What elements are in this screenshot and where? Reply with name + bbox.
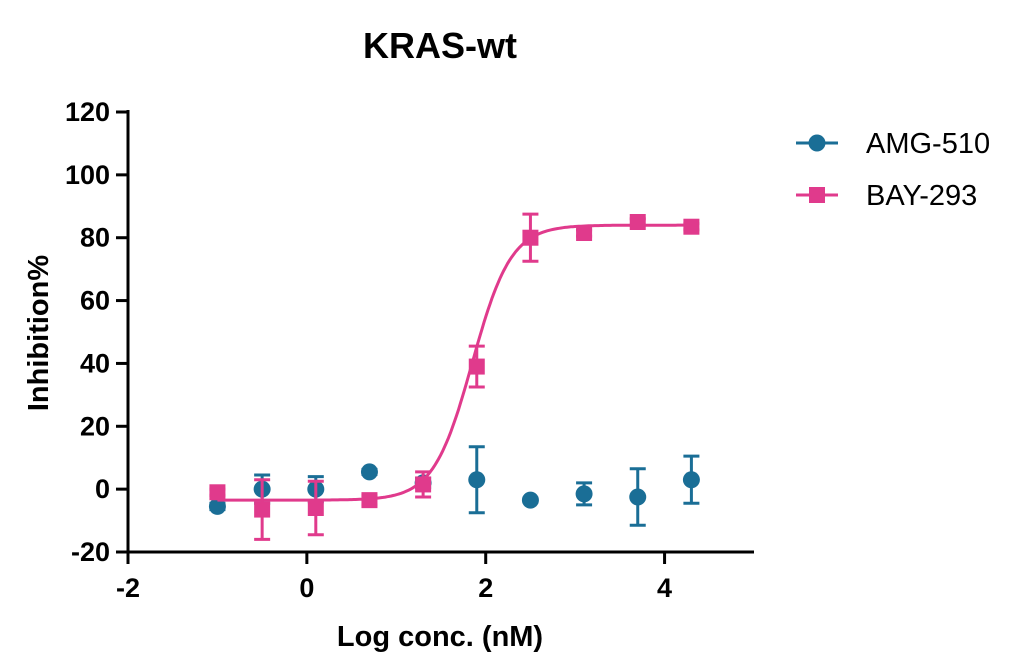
y-tick-label: 100 xyxy=(65,160,110,190)
legend-marker xyxy=(809,187,825,203)
data-point xyxy=(307,500,324,516)
data-point xyxy=(521,491,539,509)
data-point xyxy=(208,497,226,515)
data-point xyxy=(415,476,432,493)
y-tick-label: 60 xyxy=(80,286,110,316)
data-point xyxy=(254,501,271,518)
legend-item-amg-510: AMG-510 xyxy=(796,128,990,160)
data-point xyxy=(468,358,485,375)
data-point xyxy=(361,492,378,509)
y-tick-label: 80 xyxy=(80,223,110,253)
data-point xyxy=(576,225,593,241)
data-point xyxy=(683,218,700,235)
data-point xyxy=(522,229,539,246)
data-point xyxy=(360,463,378,481)
chart-title: KRAS-wt xyxy=(363,25,517,66)
data-point xyxy=(629,488,647,506)
x-tick-label: 2 xyxy=(478,573,493,603)
legend-label: AMG-510 xyxy=(866,128,990,160)
legend-item-bay-293: BAY-293 xyxy=(796,180,977,212)
y-tick-label: 120 xyxy=(65,97,110,127)
y-tick-label: 0 xyxy=(95,474,110,504)
data-point xyxy=(209,484,226,501)
x-axis-label: Log conc. (nM) xyxy=(337,621,543,653)
data-point xyxy=(629,214,646,230)
y-axis-label: Inhibition% xyxy=(23,255,55,411)
data-point xyxy=(575,485,593,503)
y-tick-label: 40 xyxy=(80,348,110,378)
x-tick-label: -2 xyxy=(116,573,140,603)
legend-label: BAY-293 xyxy=(866,180,977,212)
legend-marker xyxy=(808,134,826,152)
axes xyxy=(126,110,754,554)
plot-area xyxy=(208,212,700,541)
series-amg-510 xyxy=(208,445,700,527)
x-tick-label: 0 xyxy=(299,573,314,603)
fit-curve-bay-293 xyxy=(217,223,692,502)
y-tick-label: 20 xyxy=(80,411,110,441)
x-tick-label: 4 xyxy=(657,573,672,603)
series-bay-293 xyxy=(209,212,700,541)
data-point xyxy=(468,471,486,489)
legend: AMG-510 BAY-293 xyxy=(796,128,990,212)
y-tick-label: -20 xyxy=(71,537,110,567)
data-point xyxy=(682,471,700,489)
